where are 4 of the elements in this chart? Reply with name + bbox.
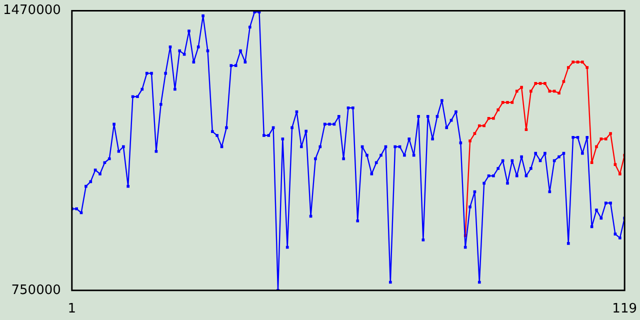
y-tick-label: 750000 [11,282,61,298]
y-tick-label: 1470000 [2,3,61,18]
x-tick-label: 1 [68,302,76,317]
x-tick-label: 119 [612,302,638,317]
